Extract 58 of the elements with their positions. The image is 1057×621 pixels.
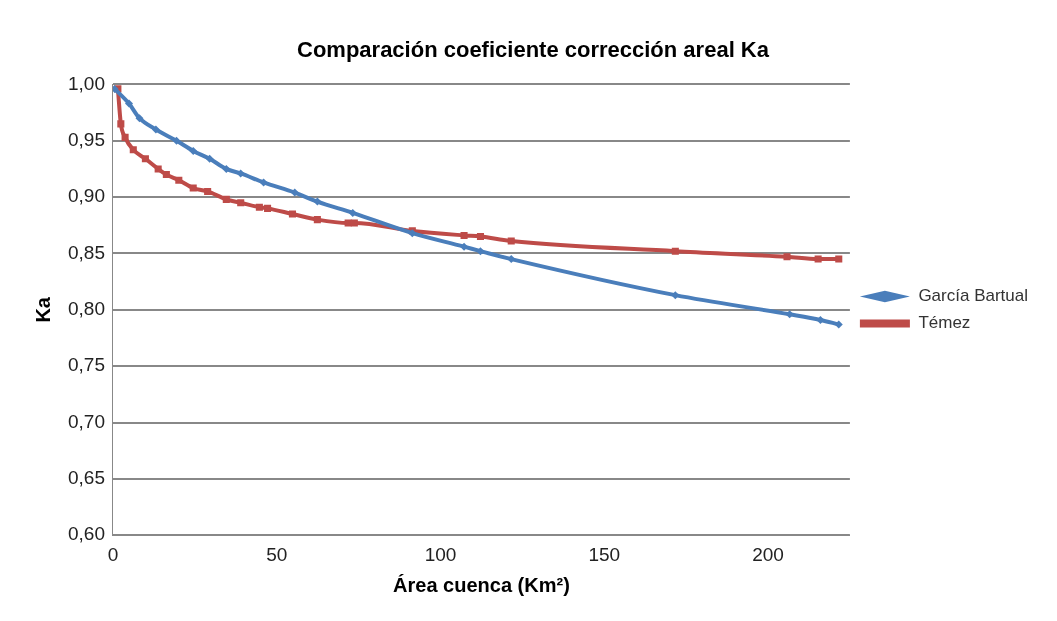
- x-tick-label: 150: [588, 543, 621, 565]
- point: [834, 320, 843, 329]
- x-axis-title: Área cuenca (Km²): [393, 573, 570, 596]
- y-tick-label: 1,00: [68, 72, 105, 94]
- y-axis-title: Ka: [31, 296, 54, 323]
- x-tick-label: 0: [107, 543, 119, 565]
- point: [175, 176, 183, 184]
- point: [507, 237, 515, 245]
- point: [785, 310, 794, 319]
- point: [121, 133, 129, 141]
- y-tick-label: 0,85: [68, 241, 105, 263]
- point: [135, 114, 144, 123]
- point: [816, 315, 825, 324]
- chart-title: Comparación coeficiente corrección areal Ka: [297, 37, 770, 63]
- point: [255, 203, 263, 211]
- x-tick-label: 100: [424, 543, 457, 565]
- legend-label: Témez: [918, 313, 971, 333]
- point: [237, 199, 245, 207]
- x-tick-label: 200: [752, 543, 784, 565]
- point: [162, 171, 170, 179]
- point: [814, 255, 822, 263]
- point: [222, 195, 230, 203]
- point: [313, 216, 321, 224]
- point: [783, 253, 791, 261]
- point: [189, 146, 198, 155]
- point: [507, 255, 516, 264]
- point: [129, 146, 137, 154]
- y-tick-label: 0,90: [68, 185, 105, 207]
- point: [259, 178, 268, 187]
- point: [288, 210, 296, 218]
- point: [189, 184, 197, 192]
- y-tick-label: 0,95: [68, 128, 105, 150]
- point: [671, 247, 679, 255]
- point: [154, 165, 162, 173]
- point: [348, 208, 357, 217]
- point: [835, 255, 843, 263]
- point: [476, 233, 484, 241]
- point: [117, 120, 125, 128]
- point: [151, 125, 160, 134]
- y-tick-label: 0,75: [68, 354, 105, 376]
- y-tick-label: 0,60: [68, 523, 105, 545]
- point: [204, 187, 212, 195]
- y-tick-label: 0,70: [68, 410, 105, 432]
- point: [350, 219, 358, 227]
- point: [172, 136, 181, 145]
- y-tick-label: 0,65: [68, 467, 105, 489]
- legend-label: García Bartual: [918, 286, 1029, 306]
- point: [290, 188, 299, 197]
- point: [125, 99, 134, 108]
- point: [141, 155, 149, 163]
- point: [205, 154, 214, 163]
- point: [236, 169, 245, 178]
- point: [313, 197, 322, 206]
- y-tick-label: 0,80: [68, 298, 105, 320]
- point: [222, 164, 231, 173]
- point: [460, 231, 468, 239]
- point: [264, 204, 272, 212]
- x-tick-label: 50: [266, 543, 288, 565]
